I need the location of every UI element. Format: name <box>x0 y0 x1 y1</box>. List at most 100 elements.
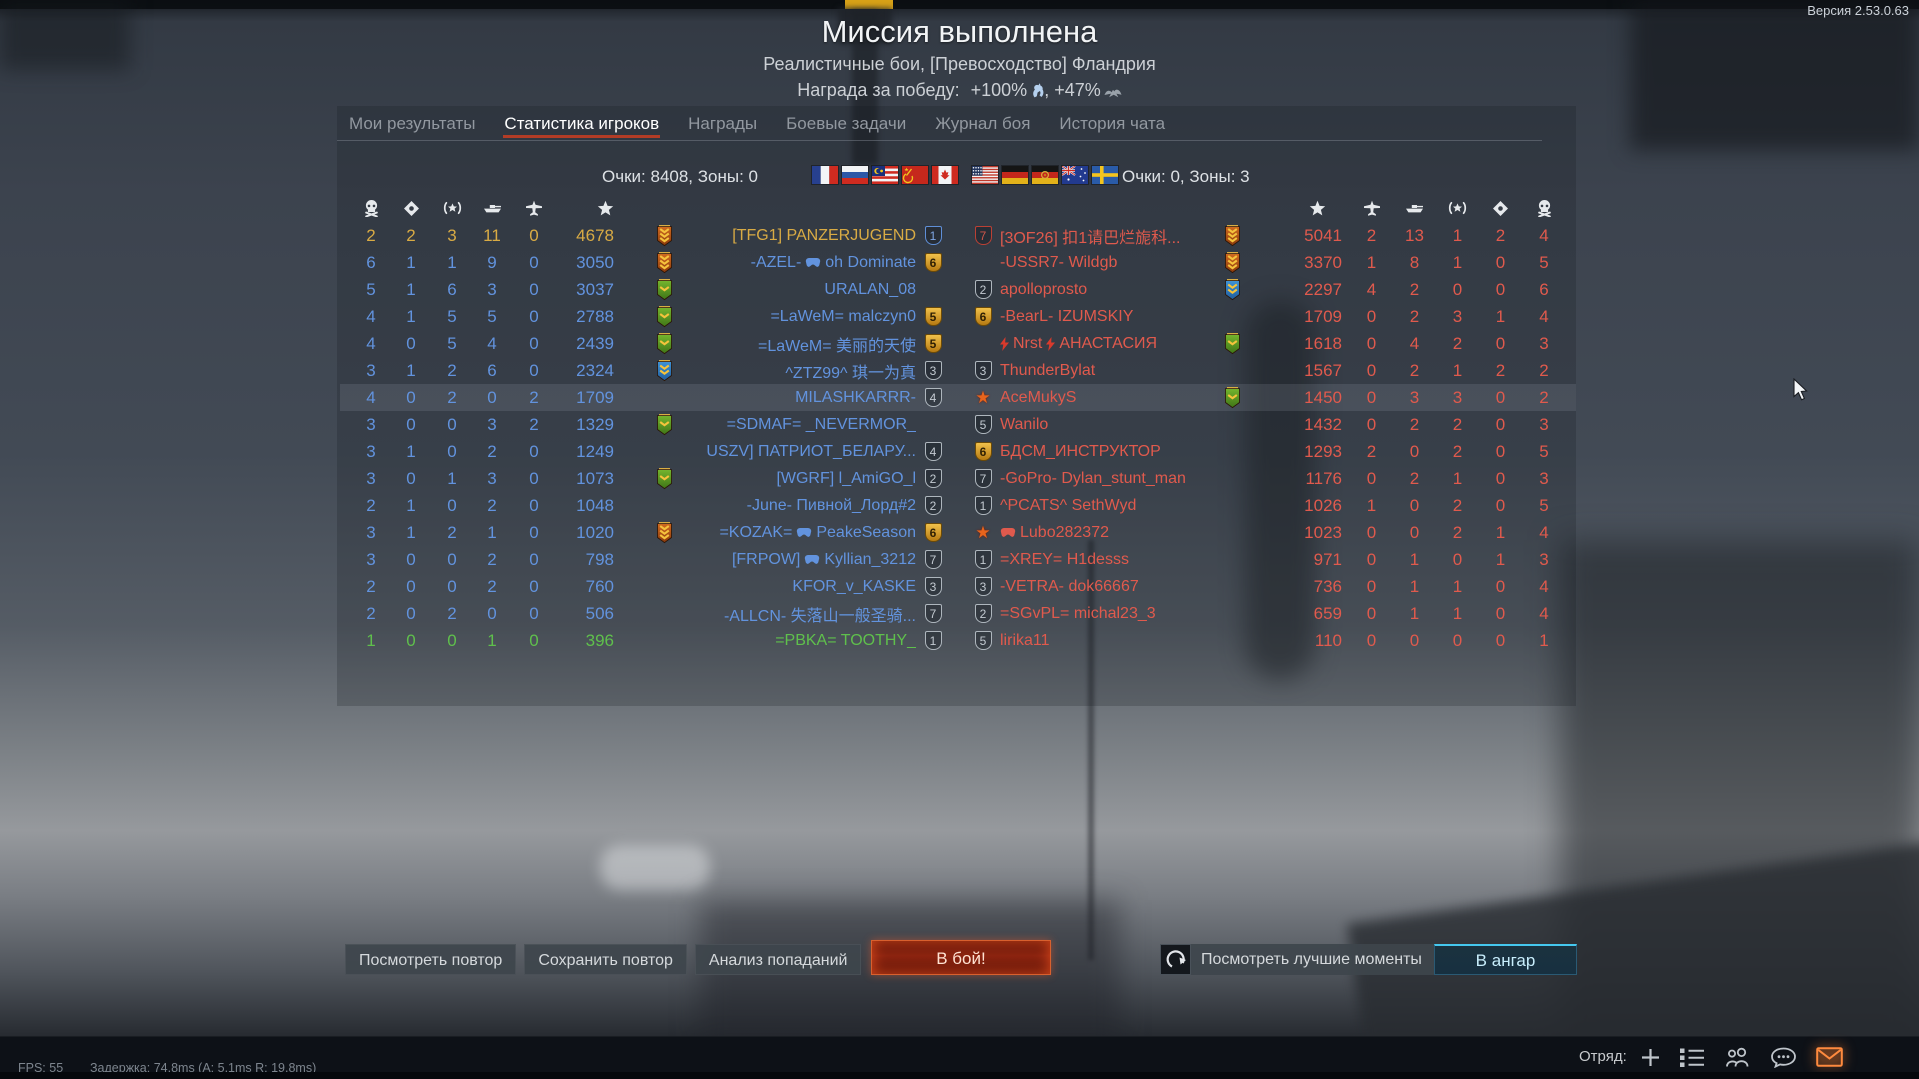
to-battle-button[interactable]: В бой! <box>871 940 1051 975</box>
plus-icon[interactable] <box>1640 1047 1661 1068</box>
player-name[interactable]: -ALLCN- 失落山一般圣骑... <box>706 602 916 626</box>
player-name[interactable]: URALAN_08 <box>706 281 916 299</box>
to-hangar-button[interactable]: В ангар <box>1434 944 1577 975</box>
player-row[interactable]: 6 БДСМ_ИНСТРУКТОР 1293 2 0 2 0 5 <box>966 438 1566 465</box>
player-name[interactable]: -VETRA- dok66667 <box>1000 578 1200 596</box>
player-name[interactable]: =SDMAF= _NEVERMOR_ <box>706 416 916 434</box>
player-name[interactable]: Nrst АНАСТАСИЯ <box>1000 335 1200 353</box>
player-name[interactable]: =LaWeM= malczyn0 <box>706 308 916 326</box>
player-row[interactable]: ★ AceMukyS 1450 0 3 3 0 2 <box>966 384 1566 411</box>
stat-value: 0 <box>529 630 539 650</box>
player-row[interactable]: 3 -VETRA- dok66667 736 0 1 1 0 4 <box>966 573 1566 600</box>
player-row[interactable]: 7 -GoPro- Dylan_stunt_man 1176 0 2 1 0 3 <box>966 465 1566 492</box>
tab-3[interactable]: Награды <box>688 114 758 133</box>
player-row[interactable]: 6 -BearL- IZUMSKIY 1709 0 2 3 1 4 <box>966 303 1566 330</box>
skull-column-icon <box>1522 199 1566 217</box>
stat-value: 2 <box>1539 360 1549 380</box>
player-name[interactable]: [3OF26] 扣1请巴烂旎科... <box>1000 224 1200 248</box>
hit-analysis-button[interactable]: Анализ попаданий <box>694 944 862 975</box>
tab-1[interactable]: Мои результаты <box>349 114 476 133</box>
player-row[interactable]: 2 =SGvPL= michal23_3 659 0 1 1 0 4 <box>966 600 1566 627</box>
green-rank-medal-icon <box>622 278 706 301</box>
stat-value: 0 <box>1366 387 1377 407</box>
player-name[interactable]: =SGvPL= michal23_3 <box>1000 605 1200 623</box>
stat-value: 1 <box>1495 306 1506 326</box>
player-name[interactable]: -GoPro- Dylan_stunt_man <box>1000 470 1200 488</box>
player-row[interactable]: 3 1 2 1 0 1020 =KOZAK= PeakeSeason 6 <box>352 519 950 546</box>
player-name[interactable]: -BearL- IZUMSKIY <box>1000 308 1200 326</box>
chat-icon[interactable] <box>1770 1047 1797 1068</box>
score-value: 4678 <box>576 225 614 245</box>
list-icon[interactable] <box>1680 1047 1705 1068</box>
player-name[interactable]: AceMukyS <box>1000 389 1200 407</box>
save-replay-button[interactable]: Сохранить повтор <box>524 944 687 975</box>
player-row[interactable]: 3 0 0 3 2 1329 =SDMAF= _NEVERMOR_ <box>352 411 950 438</box>
player-name[interactable]: [RUSZV] ПАТРИОТ_БЕЛАРУ... <box>706 443 916 461</box>
player-row[interactable]: 1 ^PCATS^ SethWyd 1026 1 0 2 0 5 <box>966 492 1566 519</box>
stat-value: 0 <box>1366 603 1377 623</box>
player-row[interactable]: 1 =XREY= H1desss 971 0 1 0 1 3 <box>966 546 1566 573</box>
victory-reward-line: Награда за победу: +100%, +47% <box>0 80 1919 103</box>
player-name[interactable]: БДСМ_ИНСТРУКТОР <box>1000 443 1200 461</box>
player-name[interactable]: MILASHKARRR- <box>706 389 916 407</box>
player-name-text: ^PCATS^ SethWyd <box>1000 496 1137 514</box>
tab-5[interactable]: Журнал боя <box>935 114 1031 133</box>
player-row[interactable]: 6 1 1 9 0 3050 -AZEL- oh Dominate 6 <box>352 249 950 276</box>
player-name[interactable]: =XREY= H1desss <box>1000 551 1200 569</box>
tab-2[interactable]: Статистика игроков <box>503 112 661 138</box>
player-row[interactable]: 3 ThunderBylat 1567 0 2 1 2 2 <box>966 357 1566 384</box>
view-replay-button[interactable]: Посмотреть повтор <box>345 944 517 975</box>
mail-icon[interactable] <box>1816 1047 1843 1067</box>
player-name[interactable]: apolloprosto <box>1000 281 1200 299</box>
player-row[interactable]: -USSR7- Wildgb 3370 1 8 1 0 5 <box>966 249 1566 276</box>
player-row[interactable]: 3 0 0 2 0 798 [FRPOW] Kyllian_3212 7 <box>352 546 950 573</box>
player-row[interactable]: 5 lirika11 110 0 0 0 0 1 <box>966 627 1566 654</box>
tab-4[interactable]: Боевые задачи <box>786 114 907 133</box>
player-name[interactable]: lirika11 <box>1000 632 1200 650</box>
stat-value: 1 <box>1452 225 1463 245</box>
player-name[interactable]: -June- Пивной_Лорд#2 <box>706 497 916 515</box>
player-row[interactable]: 4 0 2 0 2 1709 MILASHKARRR- 4 <box>352 384 950 411</box>
player-row[interactable]: 4 0 5 4 0 2439 =LaWeM= 美丽的天使 5 <box>352 330 950 357</box>
prestige-level-badge: 5 <box>974 631 992 650</box>
best-moments-button[interactable]: Посмотреть лучшие моменты <box>1160 944 1436 975</box>
stat-value: 3 <box>447 225 457 245</box>
stat-value: 0 <box>406 468 416 488</box>
player-row[interactable]: 2 2 3 11 0 4678 [TFG1] PANZERJUGEND 1 <box>352 222 950 249</box>
player-name[interactable]: [WGRF] l_AmiGO_l <box>706 470 916 488</box>
tabs-divider <box>337 140 1542 141</box>
stat-value: 0 <box>406 414 416 434</box>
player-name[interactable]: Lubo282372 <box>1000 524 1200 542</box>
player-row[interactable]: 7 [3OF26] 扣1请巴烂旎科... 5041 2 13 1 2 4 <box>966 222 1566 249</box>
badge-slot: 7 <box>966 469 1000 488</box>
player-row[interactable]: ★ Lubo282372 1023 0 0 2 1 4 <box>966 519 1566 546</box>
player-name[interactable]: =PBKA= TOOTHY_ <box>706 632 916 650</box>
player-row[interactable]: 5 Wanilo 1432 0 2 2 0 3 <box>966 411 1566 438</box>
player-name[interactable]: Wanilo <box>1000 416 1200 434</box>
stat-value: 6 <box>366 252 376 272</box>
player-row[interactable]: 2 0 2 0 0 506 -ALLCN- 失落山一般圣骑... 7 <box>352 600 950 627</box>
badge-slot: 5 <box>966 415 1000 434</box>
tab-6[interactable]: История чата <box>1059 114 1166 133</box>
player-name[interactable]: =LaWeM= 美丽的天使 <box>706 332 916 356</box>
player-name[interactable]: ^PCATS^ SethWyd <box>1000 497 1200 515</box>
player-row[interactable]: 3 1 0 2 0 1249 [RUSZV] ПАТРИОТ_БЕЛАРУ... 4 <box>352 438 950 465</box>
player-row[interactable]: 2 1 0 2 0 1048 -June- Пивной_Лорд#2 2 <box>352 492 950 519</box>
player-name[interactable]: [TFG1] PANZERJUGEND <box>706 227 916 245</box>
player-name[interactable]: -USSR7- Wildgb <box>1000 254 1200 272</box>
player-row[interactable]: 4 1 5 5 0 2788 =LaWeM= malczyn0 5 <box>352 303 950 330</box>
player-name[interactable]: ^ZTZ99^ 琪一为真 <box>706 359 916 383</box>
player-row[interactable]: Nrst АНАСТАСИЯ 1618 0 4 2 0 3 <box>966 330 1566 357</box>
player-row[interactable]: 5 1 6 3 0 3037 URALAN_08 <box>352 276 950 303</box>
player-row[interactable]: 2 0 0 2 0 760 KFOR_v_KASKE 3 <box>352 573 950 600</box>
player-row[interactable]: 3 1 2 6 0 2324 ^ZTZ99^ 琪一为真 3 <box>352 357 950 384</box>
player-row[interactable]: 1 0 0 1 0 396 =PBKA= TOOTHY_ 1 <box>352 627 950 654</box>
player-name[interactable]: KFOR_v_KASKE <box>706 578 916 596</box>
player-name[interactable]: =KOZAK= PeakeSeason <box>706 524 916 542</box>
player-name[interactable]: ThunderBylat <box>1000 362 1200 380</box>
player-name[interactable]: [FRPOW] Kyllian_3212 <box>706 551 916 569</box>
contacts-icon[interactable] <box>1724 1047 1751 1068</box>
player-row[interactable]: 3 0 1 3 0 1073 [WGRF] l_AmiGO_l 2 <box>352 465 950 492</box>
player-name[interactable]: -AZEL- oh Dominate <box>706 254 916 272</box>
player-row[interactable]: 2 apolloprosto 2297 4 2 0 0 6 <box>966 276 1566 303</box>
